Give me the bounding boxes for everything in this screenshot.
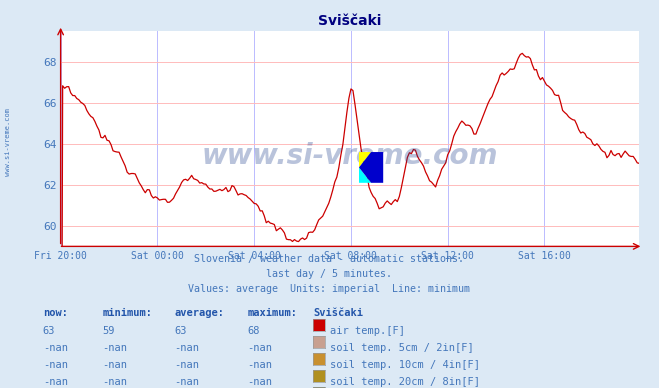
Text: -nan: -nan bbox=[102, 360, 127, 370]
Text: www.si-vreme.com: www.si-vreme.com bbox=[202, 142, 498, 170]
Text: 63: 63 bbox=[43, 326, 55, 336]
Text: Slovenia / weather data - automatic stations.: Slovenia / weather data - automatic stat… bbox=[194, 254, 465, 264]
Text: soil temp. 10cm / 4in[F]: soil temp. 10cm / 4in[F] bbox=[330, 360, 480, 370]
Text: -nan: -nan bbox=[102, 377, 127, 387]
Text: -nan: -nan bbox=[102, 343, 127, 353]
Text: soil temp. 20cm / 8in[F]: soil temp. 20cm / 8in[F] bbox=[330, 377, 480, 387]
Text: 68: 68 bbox=[247, 326, 260, 336]
Text: 63: 63 bbox=[175, 326, 187, 336]
Text: Values: average  Units: imperial  Line: minimum: Values: average Units: imperial Line: mi… bbox=[188, 284, 471, 294]
Text: -nan: -nan bbox=[247, 360, 272, 370]
Text: -nan: -nan bbox=[43, 343, 68, 353]
Text: -nan: -nan bbox=[247, 343, 272, 353]
Polygon shape bbox=[359, 168, 371, 183]
Text: -nan: -nan bbox=[43, 377, 68, 387]
Text: last day / 5 minutes.: last day / 5 minutes. bbox=[266, 269, 393, 279]
Text: -nan: -nan bbox=[175, 377, 200, 387]
Text: soil temp. 5cm / 2in[F]: soil temp. 5cm / 2in[F] bbox=[330, 343, 473, 353]
Title: Sviščaki: Sviščaki bbox=[318, 14, 382, 28]
Text: -nan: -nan bbox=[247, 377, 272, 387]
Text: www.si-vreme.com: www.si-vreme.com bbox=[5, 107, 11, 176]
Text: 59: 59 bbox=[102, 326, 115, 336]
Text: -nan: -nan bbox=[43, 360, 68, 370]
Text: -nan: -nan bbox=[175, 343, 200, 353]
Text: minimum:: minimum: bbox=[102, 308, 152, 319]
Text: average:: average: bbox=[175, 308, 225, 319]
Text: -nan: -nan bbox=[175, 360, 200, 370]
Text: air temp.[F]: air temp.[F] bbox=[330, 326, 405, 336]
Text: now:: now: bbox=[43, 308, 68, 319]
Polygon shape bbox=[359, 152, 371, 168]
Polygon shape bbox=[359, 152, 383, 183]
Text: Sviščaki: Sviščaki bbox=[313, 308, 363, 319]
Text: maximum:: maximum: bbox=[247, 308, 297, 319]
